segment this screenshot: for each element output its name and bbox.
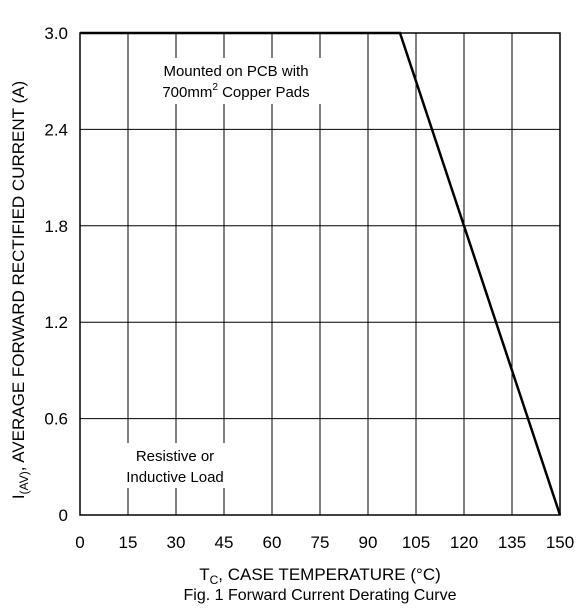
chart-title: Fig. 1 Forward Current Derating Curve — [184, 587, 457, 604]
y-tick-label: 1.8 — [44, 217, 68, 236]
series-layer — [80, 31, 562, 516]
x-tick-label: 60 — [263, 533, 282, 552]
x-tick-label: 75 — [311, 533, 330, 552]
annotation-pcb-line2: 700mm2 Copper Pads — [162, 82, 309, 101]
x-tick-label: 90 — [359, 533, 378, 552]
annotation-pcb-superscript: 2 — [212, 82, 218, 93]
y-axis-label-main: I — [9, 494, 28, 499]
x-tick-label: 0 — [75, 533, 84, 552]
x-tick-label: 30 — [167, 533, 186, 552]
x-tick-label: 105 — [402, 533, 430, 552]
horizontal-gridlines — [80, 128, 560, 420]
x-tick-labels: 0 15 30 45 60 75 90 105 120 135 150 — [75, 533, 574, 552]
y-axis-label-sub: (AV) — [17, 471, 31, 494]
annotation-pcb-area: 700mm — [162, 84, 212, 101]
annotation-pcb-line1: Mounted on PCB with — [163, 63, 308, 80]
y-tick-label: 2.4 — [44, 120, 68, 139]
derating-curve-line-0 — [80, 31, 562, 516]
annotation-load-line2: Inductive Load — [126, 469, 224, 486]
annotation-pcb-rest: Copper Pads — [218, 84, 310, 101]
annotation-load-line1: Resistive or — [136, 448, 214, 465]
y-tick-label: 3.0 — [44, 24, 68, 43]
x-tick-label: 135 — [498, 533, 526, 552]
y-tick-label: 0 — [59, 506, 68, 525]
x-tick-label: 120 — [450, 533, 478, 552]
y-tick-label: 0.6 — [44, 410, 68, 429]
y-tick-labels: 0 0.6 1.2 1.8 2.4 3.0 — [44, 24, 68, 525]
y-axis-label-rest: , AVERAGE FORWARD RECTIFIED CURRENT (A) — [9, 81, 28, 471]
vertical-gridlines — [127, 33, 513, 515]
x-axis-label-main: T — [199, 565, 209, 584]
x-axis-label: TC, CASE TEMPERATURE (°C) — [199, 565, 441, 587]
y-tick-label: 1.2 — [44, 313, 68, 332]
y-axis-label: I(AV), AVERAGE FORWARD RECTIFIED CURRENT… — [9, 81, 31, 499]
x-tick-label: 15 — [119, 533, 138, 552]
x-axis-label-rest: , CASE TEMPERATURE (°C) — [218, 565, 440, 584]
x-tick-label: 150 — [546, 533, 574, 552]
x-axis-label-sub: C — [210, 573, 219, 587]
x-tick-label: 45 — [215, 533, 234, 552]
